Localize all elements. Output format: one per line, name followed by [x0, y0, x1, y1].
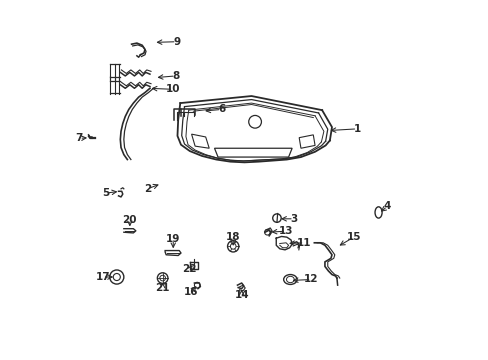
Text: 3: 3 [290, 214, 297, 224]
Text: 5: 5 [102, 188, 110, 198]
Text: 9: 9 [173, 37, 180, 47]
Text: 4: 4 [383, 202, 390, 211]
Text: 12: 12 [304, 274, 318, 284]
Text: 21: 21 [155, 283, 169, 293]
Text: 16: 16 [183, 287, 198, 297]
Text: 22: 22 [182, 264, 197, 274]
Text: 20: 20 [122, 215, 137, 225]
Text: 17: 17 [95, 272, 110, 282]
Text: 10: 10 [165, 84, 180, 94]
Text: 11: 11 [297, 238, 311, 248]
Text: 13: 13 [278, 226, 293, 236]
Text: 19: 19 [166, 234, 180, 244]
Text: 18: 18 [225, 232, 240, 242]
Text: 6: 6 [218, 104, 225, 114]
Text: 7: 7 [76, 133, 83, 143]
Text: 2: 2 [143, 184, 151, 194]
Text: 8: 8 [172, 71, 179, 81]
Text: 1: 1 [353, 124, 360, 134]
Text: 14: 14 [234, 290, 248, 300]
Text: 15: 15 [346, 232, 360, 242]
